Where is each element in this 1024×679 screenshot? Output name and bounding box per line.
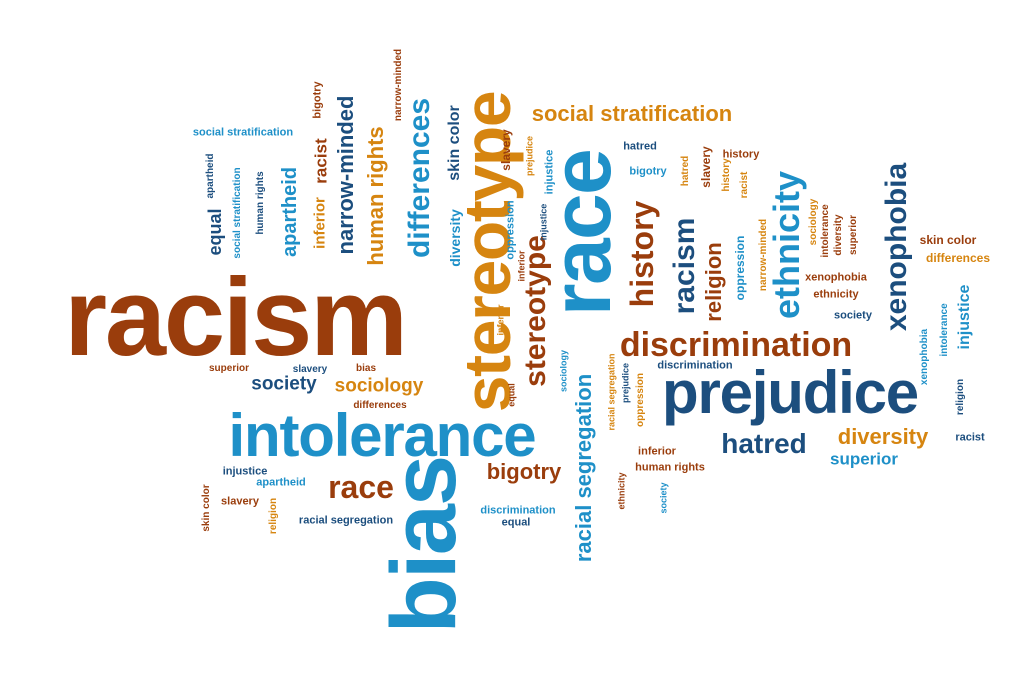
word-religion-v2: religion: [268, 497, 279, 535]
word-skin-color-v: skin color: [446, 105, 463, 181]
word-inferior-v3: inferior: [516, 250, 527, 282]
word-prejudice-v: prejudice: [620, 362, 631, 404]
word-xenophobia: xenophobia: [880, 162, 913, 332]
word-narrow-minded-v: narrow-minded: [758, 218, 769, 292]
word-superior-s: superior: [208, 363, 250, 374]
word-equal-v: equal: [205, 208, 225, 256]
word-discrimination: discrimination: [619, 326, 853, 364]
word-inferior-s: inferior: [638, 445, 676, 458]
word-bigotry-s: bigotry: [629, 165, 667, 178]
word-apartheid-s2: apartheid: [256, 476, 306, 489]
word-human-rights-v: human rights: [255, 171, 266, 235]
word-hatred-s: hatred: [623, 140, 657, 153]
word-narrow-minded-s: narrow-minded: [393, 48, 404, 122]
word-sociology-v: sociology: [808, 198, 819, 246]
word-diversity-v2: diversity: [833, 214, 844, 256]
word-social-strat-top: social stratification: [531, 101, 733, 126]
word-racial-seg-v: racial segregation: [571, 373, 596, 563]
word-racial-seg-s: racial segregation: [298, 514, 394, 527]
word-injustice-s: injustice: [222, 465, 268, 478]
word-racism: racism: [64, 256, 408, 379]
word-prejudice-v2: prejudice: [524, 135, 535, 177]
word-injustice-r: injustice: [956, 284, 973, 350]
word-history-v: history: [721, 158, 732, 192]
word-religion-v: religion: [955, 378, 966, 416]
word-equal-s: equal: [501, 516, 531, 529]
word-diversity: diversity: [837, 424, 929, 449]
word-slavery-s: slavery: [292, 364, 328, 375]
word-ethnicity-r: ethnicity: [813, 288, 859, 301]
word-skin-color-v2: skin color: [201, 484, 212, 532]
word-bias-s: bias: [355, 363, 377, 374]
word-sociology: sociology: [334, 375, 424, 397]
word-differences: differences: [403, 97, 436, 259]
word-apartheid: apartheid: [279, 166, 301, 258]
word-social-strat-v: social stratification: [232, 167, 243, 259]
word-racial-seg-v2: racial segregation: [606, 353, 617, 431]
word-intolerance-v2: intolerance: [820, 204, 831, 258]
word-injustice-v2: injustice: [538, 203, 549, 241]
word-oppression-v2: oppression: [733, 235, 747, 301]
word-diversity-v: diversity: [447, 209, 463, 267]
word-religion-mid: religion: [701, 242, 726, 322]
word-history-s: history: [722, 148, 760, 161]
word-hatred-v: hatred: [680, 155, 691, 187]
word-society-v: society: [658, 482, 669, 514]
word-skin-color-r: skin color: [919, 233, 977, 247]
word-intolerance-v: intolerance: [939, 303, 950, 357]
word-inferior-v2: inferior: [495, 304, 506, 336]
word-history: history: [624, 200, 660, 308]
word-oppression-v: oppression: [504, 200, 517, 260]
word-racist-r: racist: [955, 431, 985, 444]
word-bigotry: bigotry: [486, 459, 562, 484]
word-equal-v2: equal: [506, 383, 517, 407]
word-injustice-v: injustice: [543, 149, 556, 195]
word-ethnicity-v: ethnicity: [616, 472, 627, 510]
word-racist-v2: racist: [739, 171, 750, 199]
word-society: society: [251, 373, 317, 395]
word-human-rights: human rights: [363, 126, 388, 266]
word-superior-v: superior: [848, 214, 859, 256]
word-prejudice: prejudice: [662, 359, 919, 426]
word-intolerance: intolerance: [228, 402, 537, 469]
word-slavery-s2: slavery: [221, 495, 259, 508]
word-xenophobia-v: xenophobia: [919, 328, 930, 386]
word-differences-s: differences: [353, 400, 407, 411]
word-hatred: hatred: [721, 428, 807, 459]
word-racism-mid: racism: [668, 217, 701, 315]
word-race-small: race: [328, 469, 394, 505]
word-society-r: society: [834, 309, 872, 322]
word-racist-v: racist: [311, 138, 331, 184]
word-sociology-v2: sociology: [558, 349, 569, 393]
word-slavery-v2: slavery: [699, 146, 713, 188]
word-human-rights-s: human rights: [635, 461, 705, 474]
word-inferior-v: inferior: [311, 197, 329, 249]
word-discrimination-s: discrimination: [657, 359, 733, 372]
word-apartheid-s: apartheid: [205, 153, 216, 199]
word-bigotry-v: bigotry: [311, 81, 324, 119]
word-differences-r: differences: [925, 251, 991, 265]
word-discrimination-s2: discrimination: [480, 504, 556, 517]
word-xenophobia-s: xenophobia: [805, 271, 867, 284]
word-social-strat-s: social stratification: [192, 126, 294, 139]
word-superior: superior: [829, 449, 899, 469]
word-oppression-v3: oppression: [635, 373, 646, 427]
word-slavery-v: slavery: [499, 129, 513, 171]
word-ethnicity: ethnicity: [766, 170, 807, 320]
word-narrow-minded: narrow-minded: [333, 95, 358, 255]
